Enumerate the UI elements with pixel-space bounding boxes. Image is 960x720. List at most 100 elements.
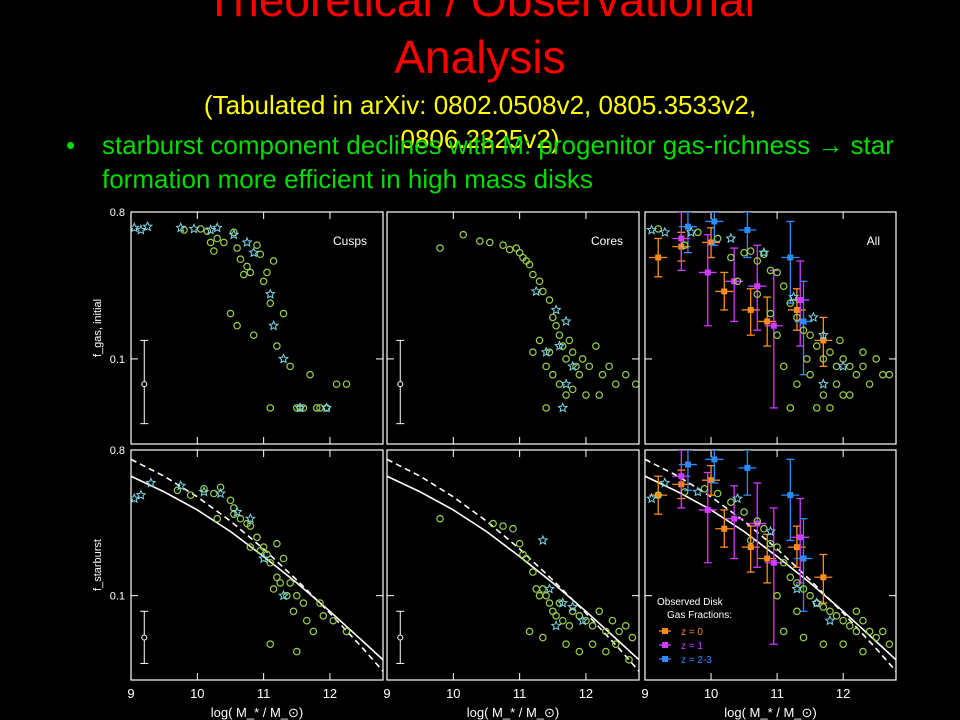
- obs-point: [800, 555, 807, 562]
- x-axis-label: log( M_* / M_⊙): [467, 705, 560, 720]
- sim-circle-point: [568, 348, 577, 356]
- sim-circle-point: [595, 607, 604, 616]
- sim-star-point: [685, 226, 697, 238]
- sim-star-point: [540, 346, 552, 357]
- sim-star-point: [837, 360, 849, 372]
- sim-circle-point: [459, 230, 468, 239]
- sim-star-point: [214, 487, 227, 499]
- figure-panels: 0.8 0.1 f_gas, initial Cusps Cores All 0.8 0.1 9…: [92, 207, 897, 720]
- sim-circle-point: [535, 277, 544, 286]
- sim-circle-point: [779, 282, 788, 290]
- sim-circle-point: [602, 647, 610, 656]
- sim-star-point: [135, 224, 147, 235]
- legend-swatch: [662, 656, 668, 662]
- representative-point: [397, 381, 404, 388]
- panel-frame: [386, 211, 640, 445]
- legend-entry: z = 1: [681, 641, 703, 652]
- sim-circle-point: [694, 228, 702, 237]
- sim-circle-point: [654, 491, 663, 499]
- sim-circle-point: [489, 519, 497, 528]
- sim-circle-point: [845, 362, 854, 371]
- sim-circle-point: [786, 573, 795, 582]
- sim-circle-point: [727, 253, 735, 262]
- sim-circle-point: [226, 309, 235, 318]
- sim-star-point: [692, 486, 704, 497]
- sim-circle-point: [727, 498, 735, 506]
- sim-circle-point: [306, 370, 314, 379]
- sim-star-point: [175, 480, 187, 491]
- x-tick-label: 11: [770, 686, 784, 701]
- sim-circle-point: [302, 616, 311, 625]
- legend-swatch: [662, 642, 668, 648]
- sim-circle-point: [602, 627, 610, 636]
- sim-circle-point: [746, 536, 755, 545]
- sim-circle-point: [832, 380, 841, 388]
- model-curve-dashed: [131, 458, 383, 672]
- sim-circle-point: [535, 591, 544, 600]
- sim-circle-point: [806, 370, 814, 379]
- sim-circle-point: [588, 622, 597, 630]
- x-tick-label: 10: [446, 686, 460, 701]
- sim-circle-point: [292, 647, 301, 656]
- bullet-text: starburst component declines with M: pro…: [102, 130, 894, 194]
- sim-star-point: [731, 492, 744, 504]
- sim-circle-point: [552, 321, 560, 330]
- sim-circle-point: [753, 257, 762, 265]
- sim-circle-point: [266, 558, 275, 567]
- panel-marks: [131, 220, 351, 413]
- panel-label: All: [867, 234, 880, 248]
- sim-circle-point: [525, 260, 534, 269]
- sim-circle-point: [558, 342, 567, 350]
- sim-star-point: [530, 285, 542, 297]
- obs-point: [787, 492, 794, 499]
- sim-circle-point: [279, 554, 288, 563]
- obs-point: [793, 544, 800, 551]
- sim-circle-point: [832, 362, 841, 371]
- sim-star-point: [817, 378, 829, 389]
- sim-circle-point: [865, 627, 874, 636]
- obs-point: [711, 218, 718, 225]
- x-tick-label: 11: [257, 686, 271, 701]
- sim-circle-point: [839, 640, 847, 649]
- sim-circle-point: [259, 543, 268, 551]
- obs-point: [744, 227, 751, 234]
- sim-circle-point: [713, 489, 722, 498]
- obs-point: [787, 254, 794, 261]
- sim-star-point: [131, 222, 140, 233]
- sim-circle-point: [852, 607, 861, 616]
- model-curve-solid: [645, 475, 896, 661]
- sim-circle-point: [885, 370, 894, 379]
- sim-star-point: [537, 534, 549, 546]
- sim-circle-point: [575, 647, 584, 656]
- sim-circle-point: [806, 591, 814, 600]
- obs-point: [820, 574, 827, 581]
- sim-circle-point: [806, 331, 814, 339]
- sim-circle-point: [499, 241, 507, 250]
- representative-point: [397, 634, 404, 641]
- obs-point: [747, 306, 754, 313]
- sim-circle-point: [793, 313, 801, 322]
- panel-marks: [387, 458, 639, 672]
- sim-circle-point: [885, 640, 894, 649]
- sim-circle-point: [760, 250, 768, 259]
- sim-circle-point: [548, 607, 557, 616]
- sim-circle-point: [700, 484, 709, 493]
- obs-point: [708, 239, 715, 246]
- legend-swatch: [662, 628, 668, 634]
- subtitle-line2: 0806.2325v2): [400, 124, 560, 154]
- sim-star-point: [188, 223, 200, 234]
- sim-circle-point: [826, 348, 834, 356]
- sim-circle-point: [213, 514, 222, 523]
- sim-star-point: [646, 492, 658, 504]
- model-curve-dashed: [387, 458, 639, 672]
- y-tick-label: 0.1: [110, 354, 125, 366]
- sim-circle-point: [799, 326, 808, 335]
- x-axis-label: log( M_* / M_⊙): [211, 705, 304, 720]
- y-tick-label: 0.8: [110, 445, 125, 457]
- sim-circle-point: [263, 268, 271, 277]
- sim-circle-point: [621, 622, 630, 630]
- sim-circle-point: [509, 524, 517, 533]
- sim-circle-point: [273, 342, 281, 350]
- y-axis-label: f_starburst: [92, 539, 104, 591]
- obs-point: [800, 318, 807, 325]
